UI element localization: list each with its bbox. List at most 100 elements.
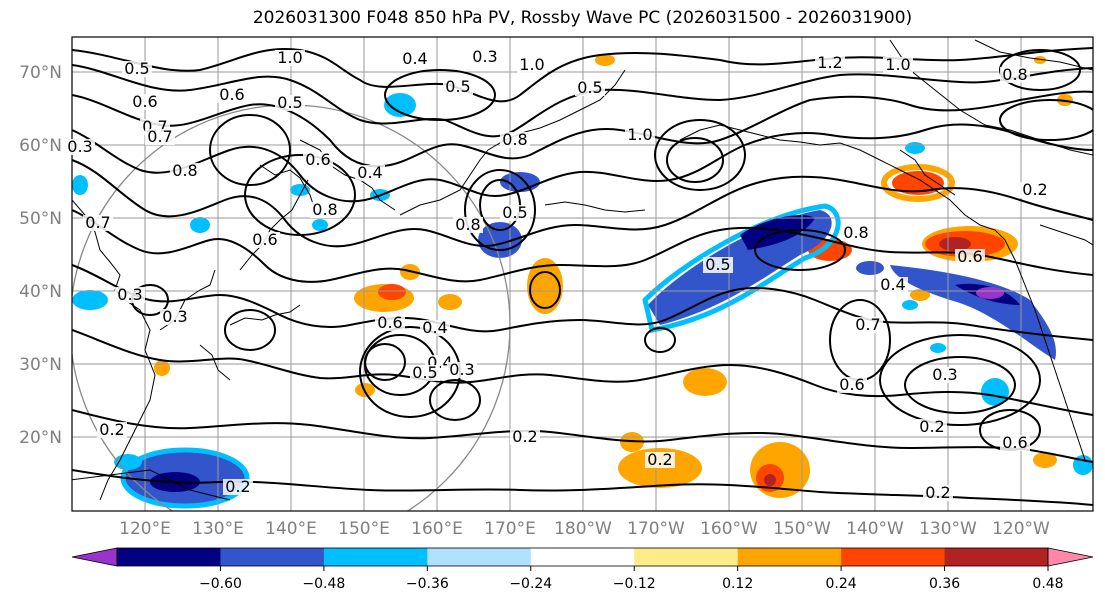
contour-label: 0.7 [147,127,172,146]
colorbar-swatch [737,548,842,566]
lon-label: 120°E [119,519,171,539]
graticule [72,37,1093,511]
map-frame [71,36,1094,512]
contour-label-bg [841,225,871,241]
colorbar-tick-label: 0.24 [826,576,857,592]
contour-label-bg [500,132,530,148]
contour-label-bg [955,249,985,265]
colorbar-swatch [944,548,1049,566]
colorbar-swatch [841,548,946,566]
colorbar-tick-label: 0.12 [722,576,753,592]
contour-label-bg [250,232,280,248]
contour-label-bg [453,217,483,233]
contour-label: 0.5 [705,255,730,274]
colorbar-swatch [323,548,428,566]
contour-label: 0.6 [132,92,157,111]
lon-label: 150°E [338,519,390,539]
contour-label-bg [122,61,152,77]
contour-label-bg [703,257,733,273]
contour-label-bg [145,129,175,145]
contour-label: 0.8 [502,130,527,149]
contour-label: 0.2 [99,420,124,439]
contour-label: 0.6 [839,375,864,394]
contour-label: 0.6 [252,230,277,249]
contour-label-bg [447,362,477,378]
lon-label: 130°E [192,519,244,539]
contour-label-bg [65,139,95,155]
lon-label: 120°W [992,519,1050,539]
contour-label-bg [930,367,960,383]
contour-label-bg [883,57,913,73]
lon-label: 160°E [411,519,463,539]
contour-label-bg [853,317,883,333]
pv-contour-labels: 0.5 0.6 0.7 1.0 0.5 0.6 0.4 0.3 1.0 0.5 0.8 1.0 1.2 1… [65,47,1050,502]
contour-label: 0.2 [1022,180,1047,199]
contour-label-bg [410,365,440,381]
contour-label: 0.3 [932,365,957,384]
contour-label: 0.4 [357,163,382,182]
contour-label: 0.5 [502,203,527,222]
contour-label: 0.6 [305,150,330,169]
lon-label: 130°W [919,519,977,539]
colorbar-tick-label: −0.60 [199,576,242,592]
contour-label-bg [923,485,953,501]
contour-label: 0.5 [124,59,149,78]
colorbar-tick-label: −0.48 [302,576,345,592]
contour-label: 0.4 [880,275,905,294]
lat-label: 60°N [19,136,62,156]
longitude-labels: 120°E 130°E 140°E 150°E 160°E 170°E 180°… [119,519,1050,539]
contour-label: 0.3 [472,47,497,66]
contour-label: 0.7 [85,213,110,232]
colorbar-tick-label: 0.48 [1032,576,1063,592]
contour-label-bg [420,320,450,336]
contour-label-bg [917,419,947,435]
contour-label: 0.3 [67,137,92,156]
contour-label-bg [130,94,160,110]
map-title: 2026031300 F048 850 hPa PV, Rossby Wave … [252,8,913,28]
lon-label: 180°W [554,519,612,539]
contour-label: 0.3 [162,307,187,326]
contour-label-bg [275,95,305,111]
contour-label-bg [625,127,655,143]
lon-label: 150°W [773,519,831,539]
lon-label: 170°E [484,519,536,539]
contour-label-bg [1000,435,1030,451]
colorbar-swatch [220,548,325,566]
contour-label-bg [303,152,333,168]
contour-label-bg [500,205,530,221]
contour-label: 0.2 [919,417,944,436]
contour-label: 1.0 [277,48,302,67]
colorbar-tick-label: 0.36 [929,576,960,592]
contour-label-bg [815,55,845,71]
contour-label-bg [83,215,113,231]
contour-label: 0.3 [449,360,474,379]
contour-label-bg [510,429,540,445]
contour-label: 0.5 [412,363,437,382]
contour-label-bg [517,57,547,73]
contour-label: 0.2 [647,450,672,469]
contour-label-bg [645,452,675,468]
contour-label-bg [170,163,200,179]
contour-label: 0.5 [277,93,302,112]
contour-label: 1.0 [519,55,544,74]
lon-label: 140°E [265,519,317,539]
lat-label: 30°N [19,355,62,375]
contour-label: 1.0 [885,55,910,74]
contour-label-bg [223,479,253,495]
contour-label-bg [375,315,405,331]
colorbar-swatch [634,548,739,566]
contour-label-bg [470,49,500,65]
lat-label: 20°N [19,428,62,448]
colorbar-tick-label: −0.24 [509,576,552,592]
contour-label: 0.8 [455,215,480,234]
contour-label: 0.8 [172,161,197,180]
contour-label-bg [217,87,247,103]
latitude-labels: 70°N 60°N 50°N 40°N 30°N 20°N [19,63,62,448]
contour-label-bg [275,50,305,66]
contour-label-bg [160,309,190,325]
contour-label: 0.2 [512,427,537,446]
contour-label: 0.4 [422,318,447,337]
lat-label: 40°N [19,282,62,302]
contour-label: 0.3 [117,285,142,304]
